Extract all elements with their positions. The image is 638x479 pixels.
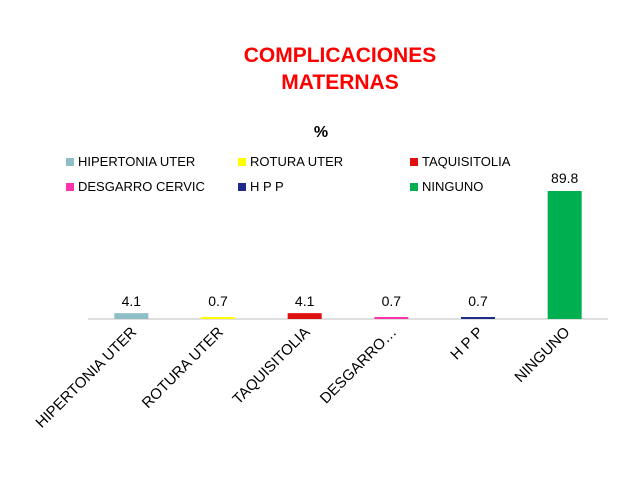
legend-item-desgarro: DESGARRO CERVIC xyxy=(66,179,205,194)
legend-label: H P P xyxy=(250,179,284,194)
legend-item-hipertonia: HIPERTONIA UTER xyxy=(66,154,195,169)
legend-item-rotura: ROTURA UTER xyxy=(238,154,343,169)
bar xyxy=(114,313,149,319)
legend-label: DESGARRO CERVIC xyxy=(78,179,205,194)
bar xyxy=(201,317,235,319)
data-label: 4.1 xyxy=(122,293,142,309)
x-tick-label: DESGARRO… xyxy=(317,324,400,407)
data-label: 0.7 xyxy=(468,293,488,309)
data-label: 89.8 xyxy=(551,170,578,186)
legend-item-taquisitolia: TAQUISITOLIA xyxy=(410,154,510,169)
chart-title-line2: MATERNAS xyxy=(281,71,399,94)
x-tick-label: H P P xyxy=(447,324,487,364)
legend-label: HIPERTONIA UTER xyxy=(78,154,196,169)
legend-swatch xyxy=(238,157,246,166)
x-tick-label: NINGUNO xyxy=(511,324,573,386)
bar xyxy=(547,191,582,319)
legend-swatch xyxy=(238,182,246,191)
chart-title-line1: COMPLICACIONES xyxy=(243,44,437,67)
legend-swatch xyxy=(66,157,74,166)
chart-subtitle: % xyxy=(0,124,638,142)
data-label: 4.1 xyxy=(295,293,315,309)
legend-swatch xyxy=(410,157,418,166)
data-label: 0.7 xyxy=(208,293,228,309)
x-tick-label: HIPERTONIA UTER xyxy=(32,324,140,432)
legend-label: NINGUNO xyxy=(422,179,484,194)
bar xyxy=(374,317,409,319)
x-tick-label: TAQUISITOLIA xyxy=(229,324,313,408)
legend-label: ROTURA UTER xyxy=(250,154,344,169)
legend-label: TAQUISITOLIA xyxy=(422,154,511,169)
chart-subtitle-text: % xyxy=(313,124,329,141)
legend-item-hpp: H P P xyxy=(238,179,284,194)
chart-title: COMPLICACIONES MATERNAS xyxy=(0,42,638,96)
legend-item-ninguno: NINGUNO xyxy=(410,179,483,194)
legend-swatch xyxy=(66,182,74,191)
data-label: 0.7 xyxy=(382,293,402,309)
legend-swatch xyxy=(410,182,418,191)
x-tick-label: ROTURA UTER xyxy=(139,324,227,412)
bar xyxy=(287,313,322,319)
bar xyxy=(461,317,495,319)
